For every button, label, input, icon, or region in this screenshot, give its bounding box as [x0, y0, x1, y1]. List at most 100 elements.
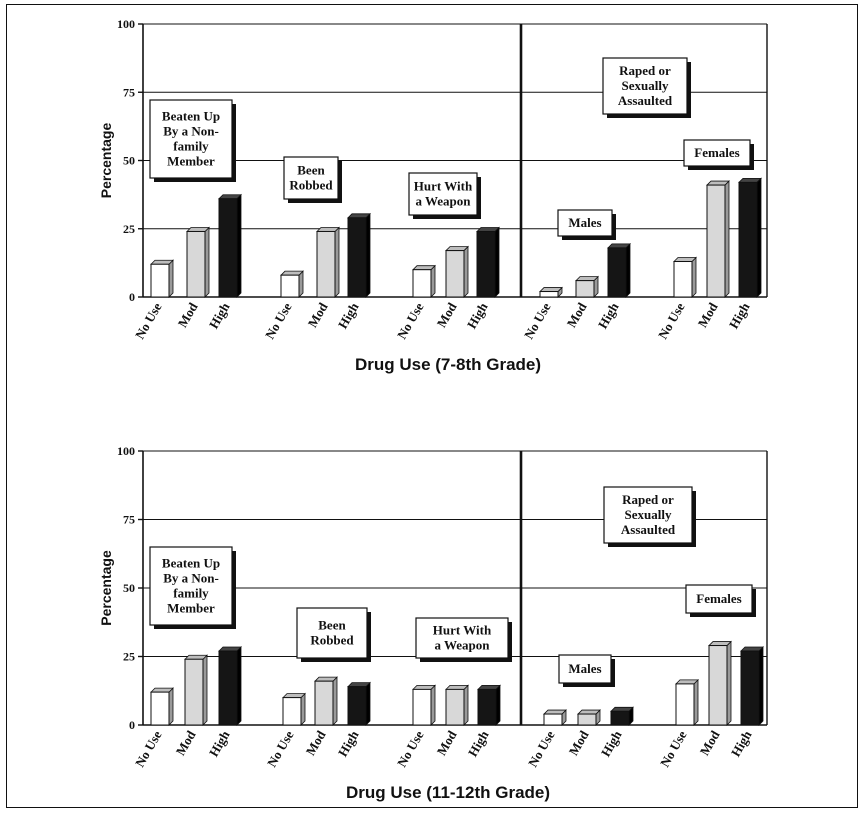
label-box	[603, 486, 693, 544]
label-text: Raped or	[622, 492, 674, 507]
x-category-label: High	[598, 727, 625, 759]
label-text: Beaten Up	[162, 109, 220, 124]
bar-side	[758, 646, 764, 726]
label-box	[149, 546, 233, 626]
bar	[445, 250, 465, 298]
bar-top	[543, 709, 567, 715]
bar	[575, 280, 595, 298]
label-text: a Weapon	[434, 638, 490, 653]
bar-top	[577, 709, 601, 715]
bar	[539, 291, 559, 298]
bar-top	[477, 684, 501, 690]
label-text: family	[173, 586, 209, 601]
bar-top	[539, 287, 563, 292]
bar-group: No Use Mod High	[264, 676, 371, 770]
bar-top	[282, 693, 306, 698]
y-tick-label: 50	[123, 581, 135, 595]
label-box	[683, 139, 751, 167]
bar	[184, 658, 204, 726]
label-text: By a Non-	[163, 124, 219, 139]
figure-frame	[6, 4, 858, 808]
bar-side	[693, 678, 699, 726]
label-text: By a Non-	[163, 571, 219, 586]
bar-top	[218, 646, 242, 652]
x-category-label: Mod	[695, 299, 721, 330]
bar-side	[168, 687, 174, 726]
bar	[543, 713, 563, 726]
bar-side	[334, 226, 340, 298]
bar-top	[706, 180, 730, 186]
bar-top	[280, 270, 304, 276]
bar-top	[740, 646, 764, 652]
x-category-label: High	[206, 299, 233, 331]
bar-side	[365, 681, 371, 726]
bar	[186, 230, 206, 298]
bar-group: No Use Mod High	[132, 646, 242, 770]
label-text: Females	[696, 591, 741, 606]
label-box	[415, 617, 509, 659]
label-text: Member	[167, 154, 215, 169]
y-tick-label: 0	[129, 290, 135, 304]
bar	[477, 688, 497, 726]
y-tick-label: 100	[117, 444, 135, 458]
label-text: Sexually	[625, 507, 672, 522]
bar-side	[204, 226, 210, 298]
bar-side	[430, 684, 436, 726]
y-tick-label: 100	[117, 17, 135, 31]
label-text: Beaten Up	[162, 556, 220, 571]
label-box	[283, 156, 339, 200]
bar	[607, 247, 627, 298]
x-category-label: High	[465, 727, 492, 759]
bar-top	[218, 194, 242, 200]
bar-side	[430, 264, 436, 298]
bar-top	[347, 682, 371, 688]
bar-top	[708, 641, 732, 646]
y-axis-label: Percentage	[98, 123, 114, 199]
bar-top	[738, 177, 762, 183]
bar	[675, 683, 695, 726]
bar	[280, 274, 300, 298]
x-category-label: Mod	[303, 727, 329, 758]
bar-group: No Use Mod High	[262, 212, 371, 342]
x-category-label: High	[726, 299, 753, 331]
x-category-label: Mod	[175, 299, 201, 330]
x-category-label: Mod	[434, 299, 460, 330]
x-category-label: No Use	[525, 728, 558, 770]
x-axis-title: Drug Use (11-12th Grade)	[346, 783, 550, 802]
label-box	[602, 57, 688, 115]
y-tick-label: 0	[129, 718, 135, 732]
bar-top	[610, 706, 634, 712]
bar-top	[347, 213, 371, 219]
bar-top	[575, 276, 599, 282]
x-category-label: No Use	[132, 728, 165, 770]
label-text: Assaulted	[621, 522, 676, 537]
bar	[316, 230, 336, 298]
bar-side	[494, 226, 500, 298]
bar-side	[495, 684, 501, 726]
x-category-label: High	[335, 727, 362, 759]
bar-top	[476, 227, 500, 232]
bar-top	[445, 246, 469, 251]
label-text: Robbed	[289, 178, 333, 193]
group-label-box: Males	[558, 654, 615, 687]
label-text: Males	[568, 215, 601, 230]
bar-side	[365, 212, 371, 298]
bar-side	[625, 242, 631, 298]
label-text: a Weapon	[415, 194, 471, 209]
bar	[347, 686, 367, 726]
bar-group: No Use Mod High	[394, 684, 501, 770]
bar-side	[463, 245, 469, 298]
bar	[708, 645, 728, 726]
bar	[610, 710, 630, 726]
bar-top	[316, 227, 340, 232]
x-category-label: No Use	[132, 300, 165, 342]
x-category-label: High	[335, 299, 362, 331]
x-category-label: High	[595, 299, 622, 331]
label-text: Hurt With	[414, 179, 473, 194]
